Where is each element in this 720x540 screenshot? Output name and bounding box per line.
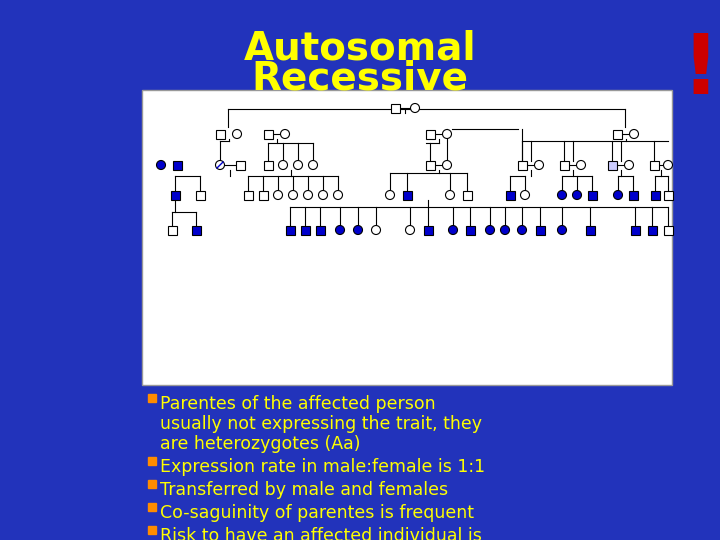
Circle shape	[449, 226, 457, 234]
Circle shape	[485, 226, 495, 234]
Bar	[536, 226, 544, 234]
Bar	[235, 160, 245, 170]
Bar	[196, 191, 204, 199]
Bar	[664, 191, 672, 199]
Circle shape	[304, 191, 312, 199]
Circle shape	[664, 160, 672, 170]
Text: usually not expressing the trait, they: usually not expressing the trait, they	[160, 415, 482, 433]
Text: are heterozygotes (Aa): are heterozygotes (Aa)	[160, 435, 361, 453]
Bar	[664, 226, 672, 234]
Text: Expression rate in male:female is 1:1: Expression rate in male:female is 1:1	[160, 458, 485, 476]
Bar	[588, 191, 596, 199]
Bar	[192, 226, 200, 234]
Circle shape	[372, 226, 380, 234]
Circle shape	[518, 226, 526, 234]
Circle shape	[385, 191, 395, 199]
Bar	[148, 457, 156, 465]
Text: Transferred by male and females: Transferred by male and females	[160, 481, 448, 499]
Bar	[505, 191, 515, 199]
Bar	[286, 226, 294, 234]
Bar	[631, 226, 639, 234]
Bar	[148, 526, 156, 534]
Circle shape	[156, 160, 166, 170]
Bar	[173, 160, 181, 170]
Circle shape	[613, 191, 623, 199]
Circle shape	[446, 191, 454, 199]
Bar	[585, 226, 595, 234]
Bar	[426, 160, 434, 170]
Circle shape	[521, 191, 529, 199]
Bar	[629, 191, 637, 199]
Circle shape	[289, 191, 297, 199]
Bar	[264, 160, 272, 170]
Text: Risk to have an affected individual is: Risk to have an affected individual is	[160, 527, 482, 540]
Bar	[148, 503, 156, 511]
Text: Autosomal: Autosomal	[243, 30, 477, 68]
Bar	[518, 160, 526, 170]
Text: Co-saguinity of parentes is frequent: Co-saguinity of parentes is frequent	[160, 504, 474, 522]
Bar	[390, 104, 400, 112]
Bar	[647, 226, 657, 234]
Bar	[559, 160, 569, 170]
Bar	[426, 130, 434, 138]
Circle shape	[279, 160, 287, 170]
Circle shape	[281, 130, 289, 138]
Circle shape	[274, 191, 282, 199]
Circle shape	[294, 160, 302, 170]
Bar	[243, 191, 253, 199]
Bar	[258, 191, 268, 199]
Text: Parentes of the affected person: Parentes of the affected person	[160, 395, 436, 413]
Bar	[315, 226, 325, 234]
Bar	[215, 130, 225, 138]
Circle shape	[557, 191, 567, 199]
Bar	[300, 226, 310, 234]
Circle shape	[233, 130, 241, 138]
Bar	[466, 226, 474, 234]
Circle shape	[629, 130, 639, 138]
Circle shape	[410, 104, 420, 112]
Circle shape	[500, 226, 510, 234]
Bar	[264, 130, 272, 138]
Circle shape	[308, 160, 318, 170]
Circle shape	[624, 160, 634, 170]
Bar	[402, 191, 412, 199]
Bar	[613, 130, 621, 138]
Circle shape	[333, 191, 343, 199]
Bar	[650, 191, 660, 199]
Circle shape	[572, 191, 582, 199]
Text: !: !	[681, 30, 719, 111]
Circle shape	[354, 226, 362, 234]
Bar	[168, 226, 176, 234]
Bar	[649, 160, 659, 170]
Bar	[462, 191, 472, 199]
Circle shape	[405, 226, 415, 234]
Bar	[148, 480, 156, 488]
Circle shape	[443, 130, 451, 138]
Circle shape	[318, 191, 328, 199]
Circle shape	[557, 226, 567, 234]
Bar	[423, 226, 433, 234]
Text: Recessive: Recessive	[251, 60, 469, 98]
Bar	[148, 394, 156, 402]
Bar	[142, 90, 672, 385]
Circle shape	[443, 160, 451, 170]
Bar	[608, 160, 616, 170]
Circle shape	[215, 160, 225, 170]
Circle shape	[577, 160, 585, 170]
Circle shape	[336, 226, 344, 234]
Bar	[171, 191, 179, 199]
Circle shape	[534, 160, 544, 170]
